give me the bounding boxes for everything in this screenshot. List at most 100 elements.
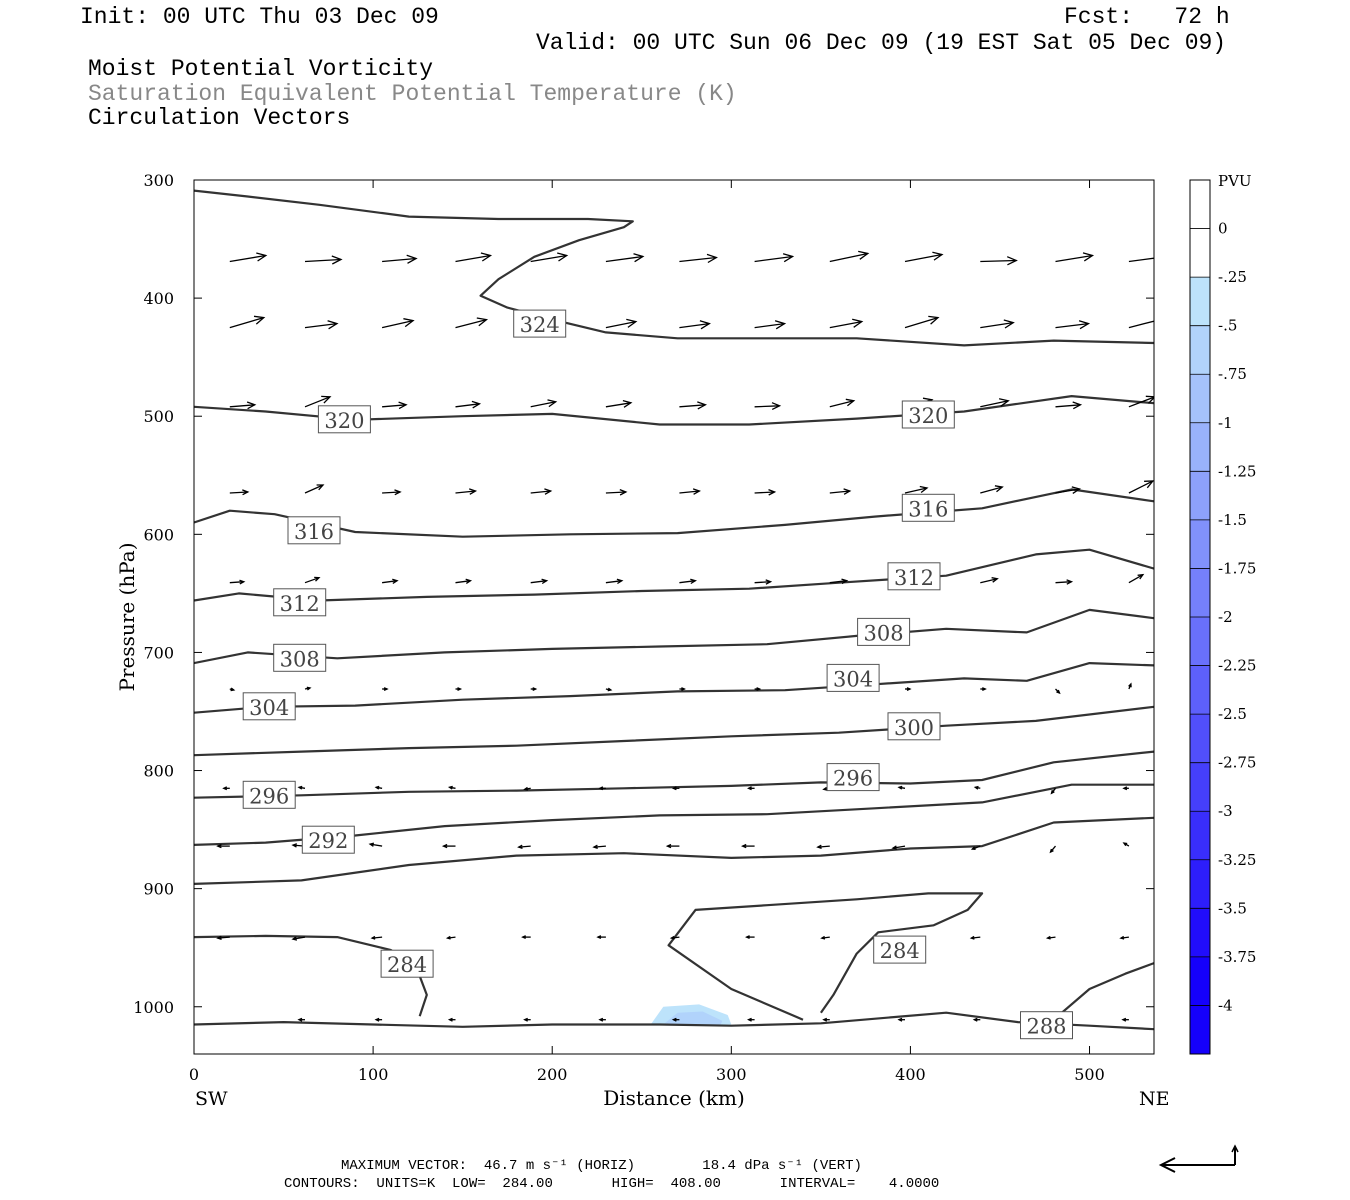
circulation-vector: [829, 398, 856, 408]
circulation-vector: [747, 786, 755, 791]
circulation-vector: [669, 935, 680, 940]
circulation-vector: [381, 318, 415, 329]
circulation-vector: [605, 318, 638, 329]
circulation-vector: [754, 579, 773, 585]
circulation-vector: [374, 1017, 383, 1022]
svg-text:288: 288: [1026, 1015, 1066, 1039]
circulation-vector: [530, 687, 538, 691]
colorbar-title: PVU: [1218, 172, 1252, 190]
colorbar-cell: [1190, 908, 1210, 958]
contour-info-note: CONTOURS: UNITS=K LOW= 284.00 HIGH= 408.…: [284, 1176, 940, 1192]
circulation-vector: [382, 578, 399, 584]
circulation-vector: [455, 578, 473, 584]
circulation-vector: [754, 488, 777, 496]
colorbar-cell: [1190, 665, 1210, 715]
circulation-vector: [297, 785, 306, 790]
svg-text:320: 320: [324, 409, 364, 433]
circulation-vector: [754, 320, 787, 330]
pv-shaded-region: [1071, 180, 1154, 251]
y-tick-label: 700: [143, 643, 174, 662]
circulation-vector: [754, 253, 795, 263]
svg-text:304: 304: [833, 667, 873, 691]
circulation-vector: [368, 842, 383, 847]
isentrope-contour: [194, 816, 1154, 885]
circulation-vector: [980, 577, 999, 584]
circulation-vector: [829, 250, 870, 263]
svg-text:296: 296: [249, 784, 289, 808]
circulation-vector: [523, 1017, 531, 1022]
svg-text:316: 316: [908, 497, 948, 521]
x-right-end-label: NE: [1139, 1088, 1170, 1110]
contour-label: 296: [242, 780, 296, 809]
circulation-vector: [980, 256, 1018, 266]
circulation-vector: [447, 785, 456, 790]
colorbar-cell: [1190, 714, 1210, 764]
circulation-vector: [980, 398, 1010, 408]
colorbar-label: -.5: [1218, 317, 1237, 335]
circulation-vector: [605, 399, 633, 408]
x-tick-label: 300: [716, 1065, 747, 1084]
colorbar-cell: [1190, 811, 1210, 861]
circulation-vector: [605, 488, 628, 496]
circulation-vector: [904, 315, 940, 329]
contour-label: 312: [887, 562, 941, 591]
circulation-vector: [679, 687, 686, 691]
circulation-vector: [671, 1017, 680, 1022]
circulation-vector: [229, 401, 257, 410]
circulation-vector: [517, 844, 531, 850]
circulation-vector: [897, 785, 906, 790]
pv-shaded-region: [831, 289, 932, 371]
contour-label: 284: [380, 949, 434, 978]
circulation-vector: [521, 935, 531, 939]
x-left-end-label: SW: [195, 1088, 228, 1110]
circulation-vector: [229, 687, 236, 692]
circulation-vector: [1119, 935, 1129, 940]
circulation-vector: [745, 935, 755, 939]
circulation-vector: [1128, 395, 1154, 408]
circulation-vector: [679, 253, 718, 264]
circulation-vector: [455, 488, 478, 495]
circulation-vector: [973, 785, 981, 790]
colorbar-label: -1.5: [1218, 511, 1247, 529]
circulation-vector: [679, 578, 697, 585]
circulation-vector: [1128, 320, 1154, 329]
circulation-vector: [1055, 320, 1091, 330]
colorbar-label: -2: [1218, 608, 1233, 626]
colorbar-label: -.25: [1218, 268, 1247, 286]
circulation-vector: [1055, 579, 1074, 585]
circulation-vector: [605, 687, 613, 692]
pv-shaded-region: [937, 341, 1025, 364]
circulation-vector: [598, 1017, 606, 1022]
circulation-vector: [1128, 257, 1154, 263]
circulation-vector: [222, 786, 230, 791]
circulation-vector: [605, 578, 624, 585]
isentrope-contour: [667, 892, 984, 1021]
svg-text:292: 292: [308, 829, 348, 853]
circulation-vector: [605, 253, 645, 263]
circulation-vector: [216, 843, 230, 849]
circulation-vector: [897, 1017, 905, 1022]
circulation-vector: [382, 489, 402, 496]
y-tick-label: 600: [143, 525, 174, 544]
circulation-vector: [905, 687, 912, 691]
circulation-vector: [216, 935, 230, 941]
circulation-vector: [754, 687, 762, 691]
colorbar-label: -1.25: [1218, 462, 1256, 480]
y-tick-label: 500: [143, 407, 174, 426]
circulation-vector: [754, 402, 782, 410]
pv-shaded-region: [1120, 935, 1154, 956]
colorbar-cell: [1190, 859, 1210, 909]
circulation-vector: [1128, 682, 1132, 690]
reference-vector-icon: [1158, 1144, 1239, 1173]
circulation-vector: [455, 317, 489, 329]
circulation-vector: [530, 578, 549, 585]
valid-time-label: Valid: 00 UTC Sun 06 Dec 09 (19 EST Sat …: [536, 30, 1227, 56]
contour-label: 312: [273, 588, 327, 617]
circulation-vector: [598, 786, 606, 791]
y-tick-label: 400: [143, 289, 174, 308]
circulation-vector: [820, 935, 830, 940]
colorbar-label: -3.5: [1218, 899, 1247, 917]
svg-text:308: 308: [864, 621, 904, 645]
colorbar-cell: [1190, 519, 1210, 569]
svg-text:284: 284: [387, 953, 427, 977]
